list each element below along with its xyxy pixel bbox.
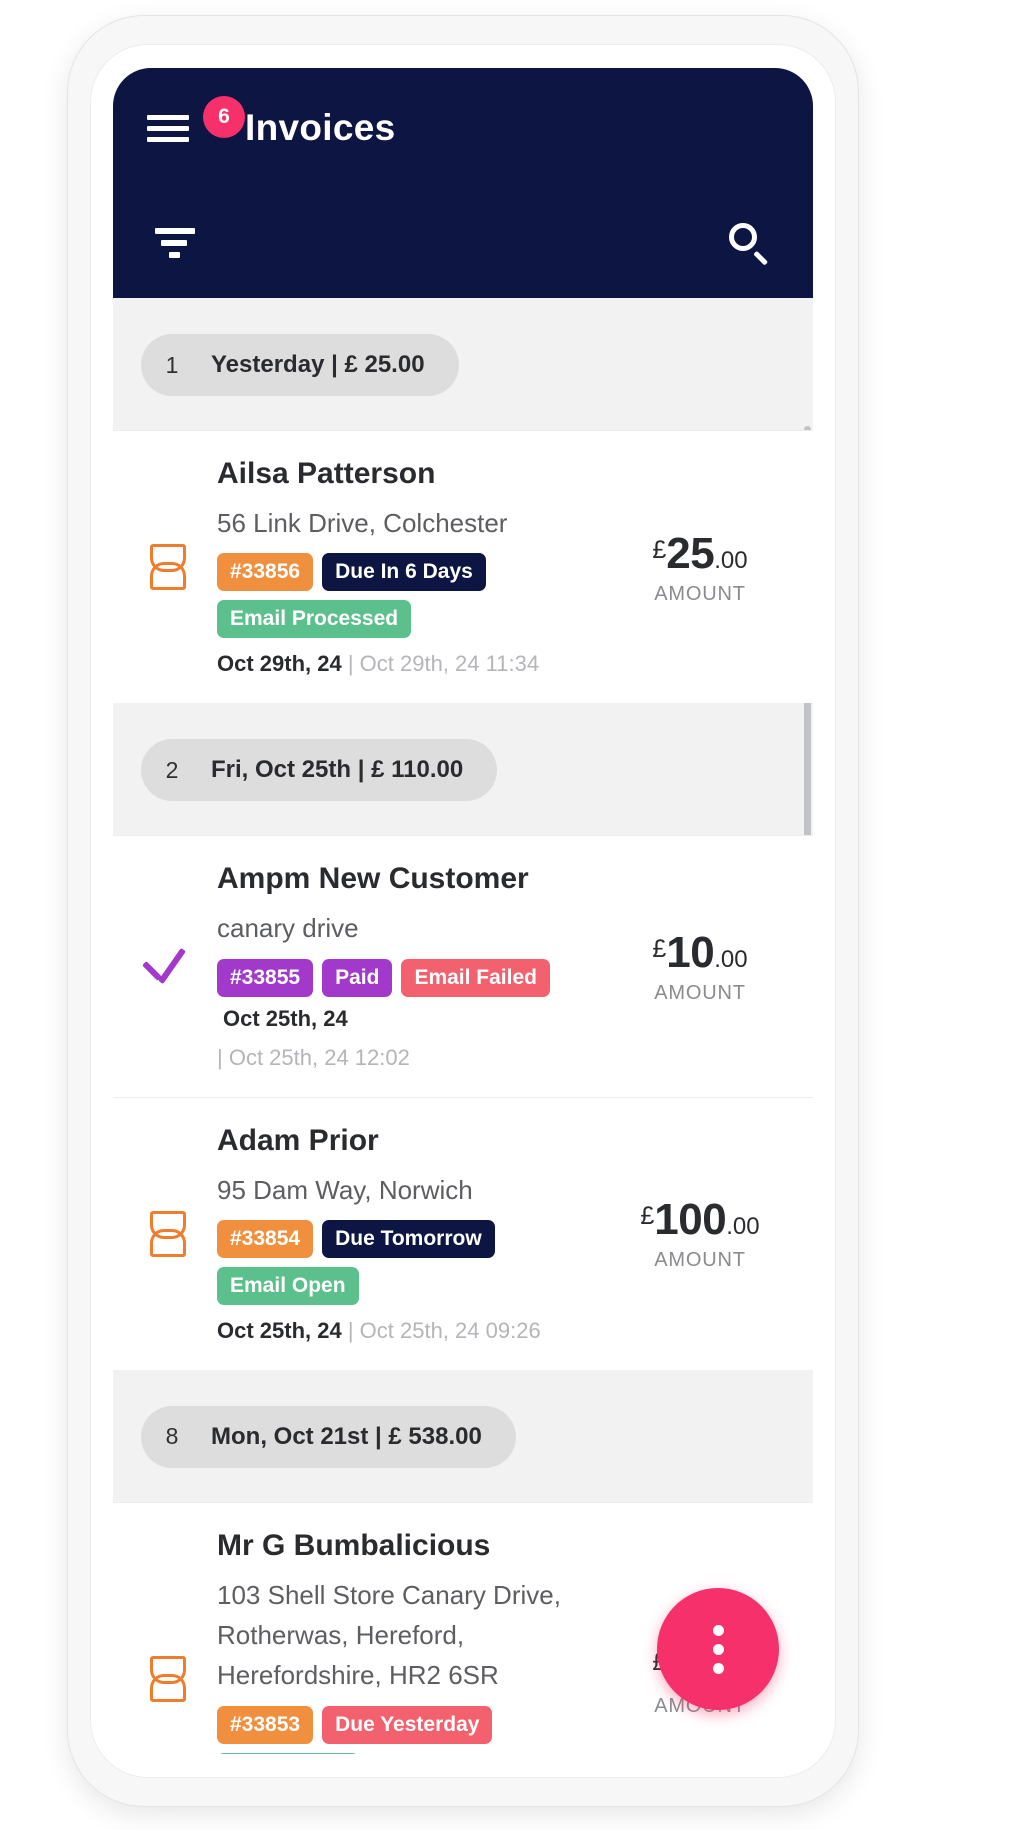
group-pill[interactable]: 2 Fri, Oct 25th | £ 110.00	[141, 739, 498, 802]
status-badge: #33854	[217, 1219, 314, 1258]
status-badge: #33853	[217, 1705, 314, 1744]
invoice-date-secondary: | Oct 29th, 24 11:34	[347, 651, 540, 677]
status-badge: Due Yesterday	[322, 1705, 493, 1744]
filter-icon[interactable]	[155, 226, 195, 260]
invoice-inline-date: Oct 25th, 24	[223, 1005, 348, 1031]
page-title: Invoices	[245, 107, 396, 148]
amount-currency: £	[652, 934, 667, 963]
invoice-details: Ampm New Customer canary drive #33855 Paid E…	[217, 862, 609, 1070]
amount-fraction: .00	[726, 1213, 760, 1241]
group-count: 1	[165, 351, 179, 378]
invoice-dates: Oct 25th, 24 | Oct 25th, 24 09:26	[217, 1318, 609, 1344]
invoice-date-secondary: | Oct 25th, 24 12:02	[217, 1044, 410, 1070]
invoice-amount: £100.00 AMOUNT	[609, 1195, 787, 1272]
invoice-date-primary: Oct 29th, 24	[217, 651, 342, 677]
invoice-group-header: 8 Mon, Oct 21st | £ 538.00	[113, 1369, 813, 1502]
customer-address: 56 Link Drive, Colchester	[217, 508, 508, 538]
group-count: 8	[165, 1423, 179, 1450]
invoice-date-secondary: | Oct 25th, 24 09:26	[347, 1317, 541, 1343]
amount-label: AMOUNT	[654, 981, 746, 1004]
filter-toolbar	[113, 188, 813, 298]
customer-name: Mr G Bumbalicious	[217, 1528, 491, 1562]
invoice-card[interactable]: Ampm New Customer canary drive #33855 Paid E…	[113, 835, 813, 1097]
amount-label: AMOUNT	[654, 582, 746, 605]
invoice-status-icon-cell	[113, 544, 217, 591]
invoice-group-header: 1 Yesterday | £ 25.00	[113, 298, 813, 430]
menu-notification-badge: 6	[203, 96, 245, 138]
amount-value: 25	[666, 528, 715, 578]
amount-value: 10	[666, 927, 715, 977]
group-count: 2	[165, 756, 179, 783]
hamburger-menu-icon[interactable]: 6	[147, 96, 245, 144]
amount-fraction: .00	[714, 945, 748, 973]
hourglass-icon	[150, 1210, 186, 1257]
customer-name: Ampm New Customer	[217, 862, 529, 896]
phone-frame: 6 Invoices 1 Yesterday | £ 25.00 Ailsa Pat…	[68, 16, 858, 1806]
more-vertical-icon-dot	[712, 1662, 724, 1674]
amount-currency: £	[652, 535, 667, 564]
amount-currency: £	[640, 1202, 655, 1231]
status-badge: Email Open	[217, 1752, 359, 1754]
status-badge: #33855	[217, 958, 314, 997]
invoice-group-header: 2 Fri, Oct 25th | £ 110.00	[113, 703, 813, 836]
invoice-dates: | Oct 25th, 24 12:02	[217, 1045, 609, 1071]
customer-address: canary drive	[217, 913, 359, 944]
group-label: Mon, Oct 21st | £ 538.00	[211, 1422, 482, 1450]
app-header: 6 Invoices	[113, 68, 813, 188]
invoice-card[interactable]: Ailsa Patterson 56 Link Drive, Colchester…	[113, 430, 813, 704]
status-badge: #33856	[217, 553, 314, 592]
hourglass-icon	[150, 1656, 186, 1703]
status-badge: Due In 6 Days	[322, 553, 486, 592]
amount-value: 100	[654, 1195, 727, 1245]
app-screen: 6 Invoices 1 Yesterday | £ 25.00 Ailsa Pat…	[113, 68, 813, 1754]
customer-name: Ailsa Patterson	[217, 457, 436, 490]
status-badge: Email Open	[217, 1266, 359, 1305]
status-badge-row: #33855 Paid Email Failed Oct 25th, 24	[217, 958, 609, 1032]
hourglass-icon	[150, 544, 186, 591]
status-badge-row: #33854 Due Tomorrow Email Open	[217, 1219, 609, 1305]
amount-fraction: .00	[714, 546, 748, 574]
invoice-details: Mr G Bumbalicious 103 Shell Store Canary …	[217, 1529, 609, 1754]
invoice-amount: £10.00 AMOUNT	[609, 928, 787, 1005]
phone-bezel: 6 Invoices 1 Yesterday | £ 25.00 Ailsa Pat…	[90, 44, 836, 1778]
status-badge: Email Processed	[217, 600, 412, 639]
group-pill[interactable]: 1 Yesterday | £ 25.00	[141, 334, 459, 396]
invoice-dates: Oct 29th, 24 | Oct 29th, 24 11:34	[217, 651, 609, 677]
group-label: Yesterday | £ 25.00	[211, 351, 425, 378]
invoice-details: Ailsa Patterson 56 Link Drive, Colchester…	[217, 457, 609, 677]
customer-name: Adam Prior	[217, 1123, 379, 1157]
group-label: Fri, Oct 25th | £ 110.00	[211, 756, 464, 784]
invoice-card[interactable]: Mr G Bumbalicious 103 Shell Store Canary …	[113, 1501, 813, 1754]
invoice-amount: £25.00 AMOUNT	[609, 529, 787, 606]
invoice-status-icon-cell	[113, 1210, 217, 1257]
status-badge: Email Failed	[401, 958, 550, 997]
status-badge: Due Tomorrow	[322, 1219, 495, 1258]
invoice-card[interactable]: Adam Prior 95 Dam Way, Norwich #33854 Due T…	[113, 1096, 813, 1370]
search-icon[interactable]	[727, 221, 771, 266]
invoice-status-icon-cell	[113, 944, 217, 988]
status-badge: Paid	[322, 958, 393, 997]
customer-address: 95 Dam Way, Norwich	[217, 1174, 473, 1205]
group-pill[interactable]: 8 Mon, Oct 21st | £ 538.00	[141, 1405, 516, 1468]
more-vertical-icon-dot	[712, 1624, 724, 1636]
status-badge-row: #33856 Due In 6 Days Email Processed	[217, 553, 609, 639]
invoice-date-primary: Oct 25th, 24	[217, 1317, 342, 1343]
amount-label: AMOUNT	[654, 1249, 746, 1272]
invoice-list[interactable]: 1 Yesterday | £ 25.00 Ailsa Patterson 56 Li…	[113, 298, 813, 1754]
invoice-status-icon-cell	[113, 1656, 217, 1703]
more-actions-fab[interactable]	[657, 1588, 779, 1710]
invoice-details: Adam Prior 95 Dam Way, Norwich #33854 Due T…	[217, 1124, 609, 1344]
check-icon	[142, 944, 187, 988]
customer-address: 103 Shell Store Canary Drive, Rotherwas,…	[217, 1579, 561, 1691]
more-vertical-icon-dot	[712, 1643, 724, 1655]
